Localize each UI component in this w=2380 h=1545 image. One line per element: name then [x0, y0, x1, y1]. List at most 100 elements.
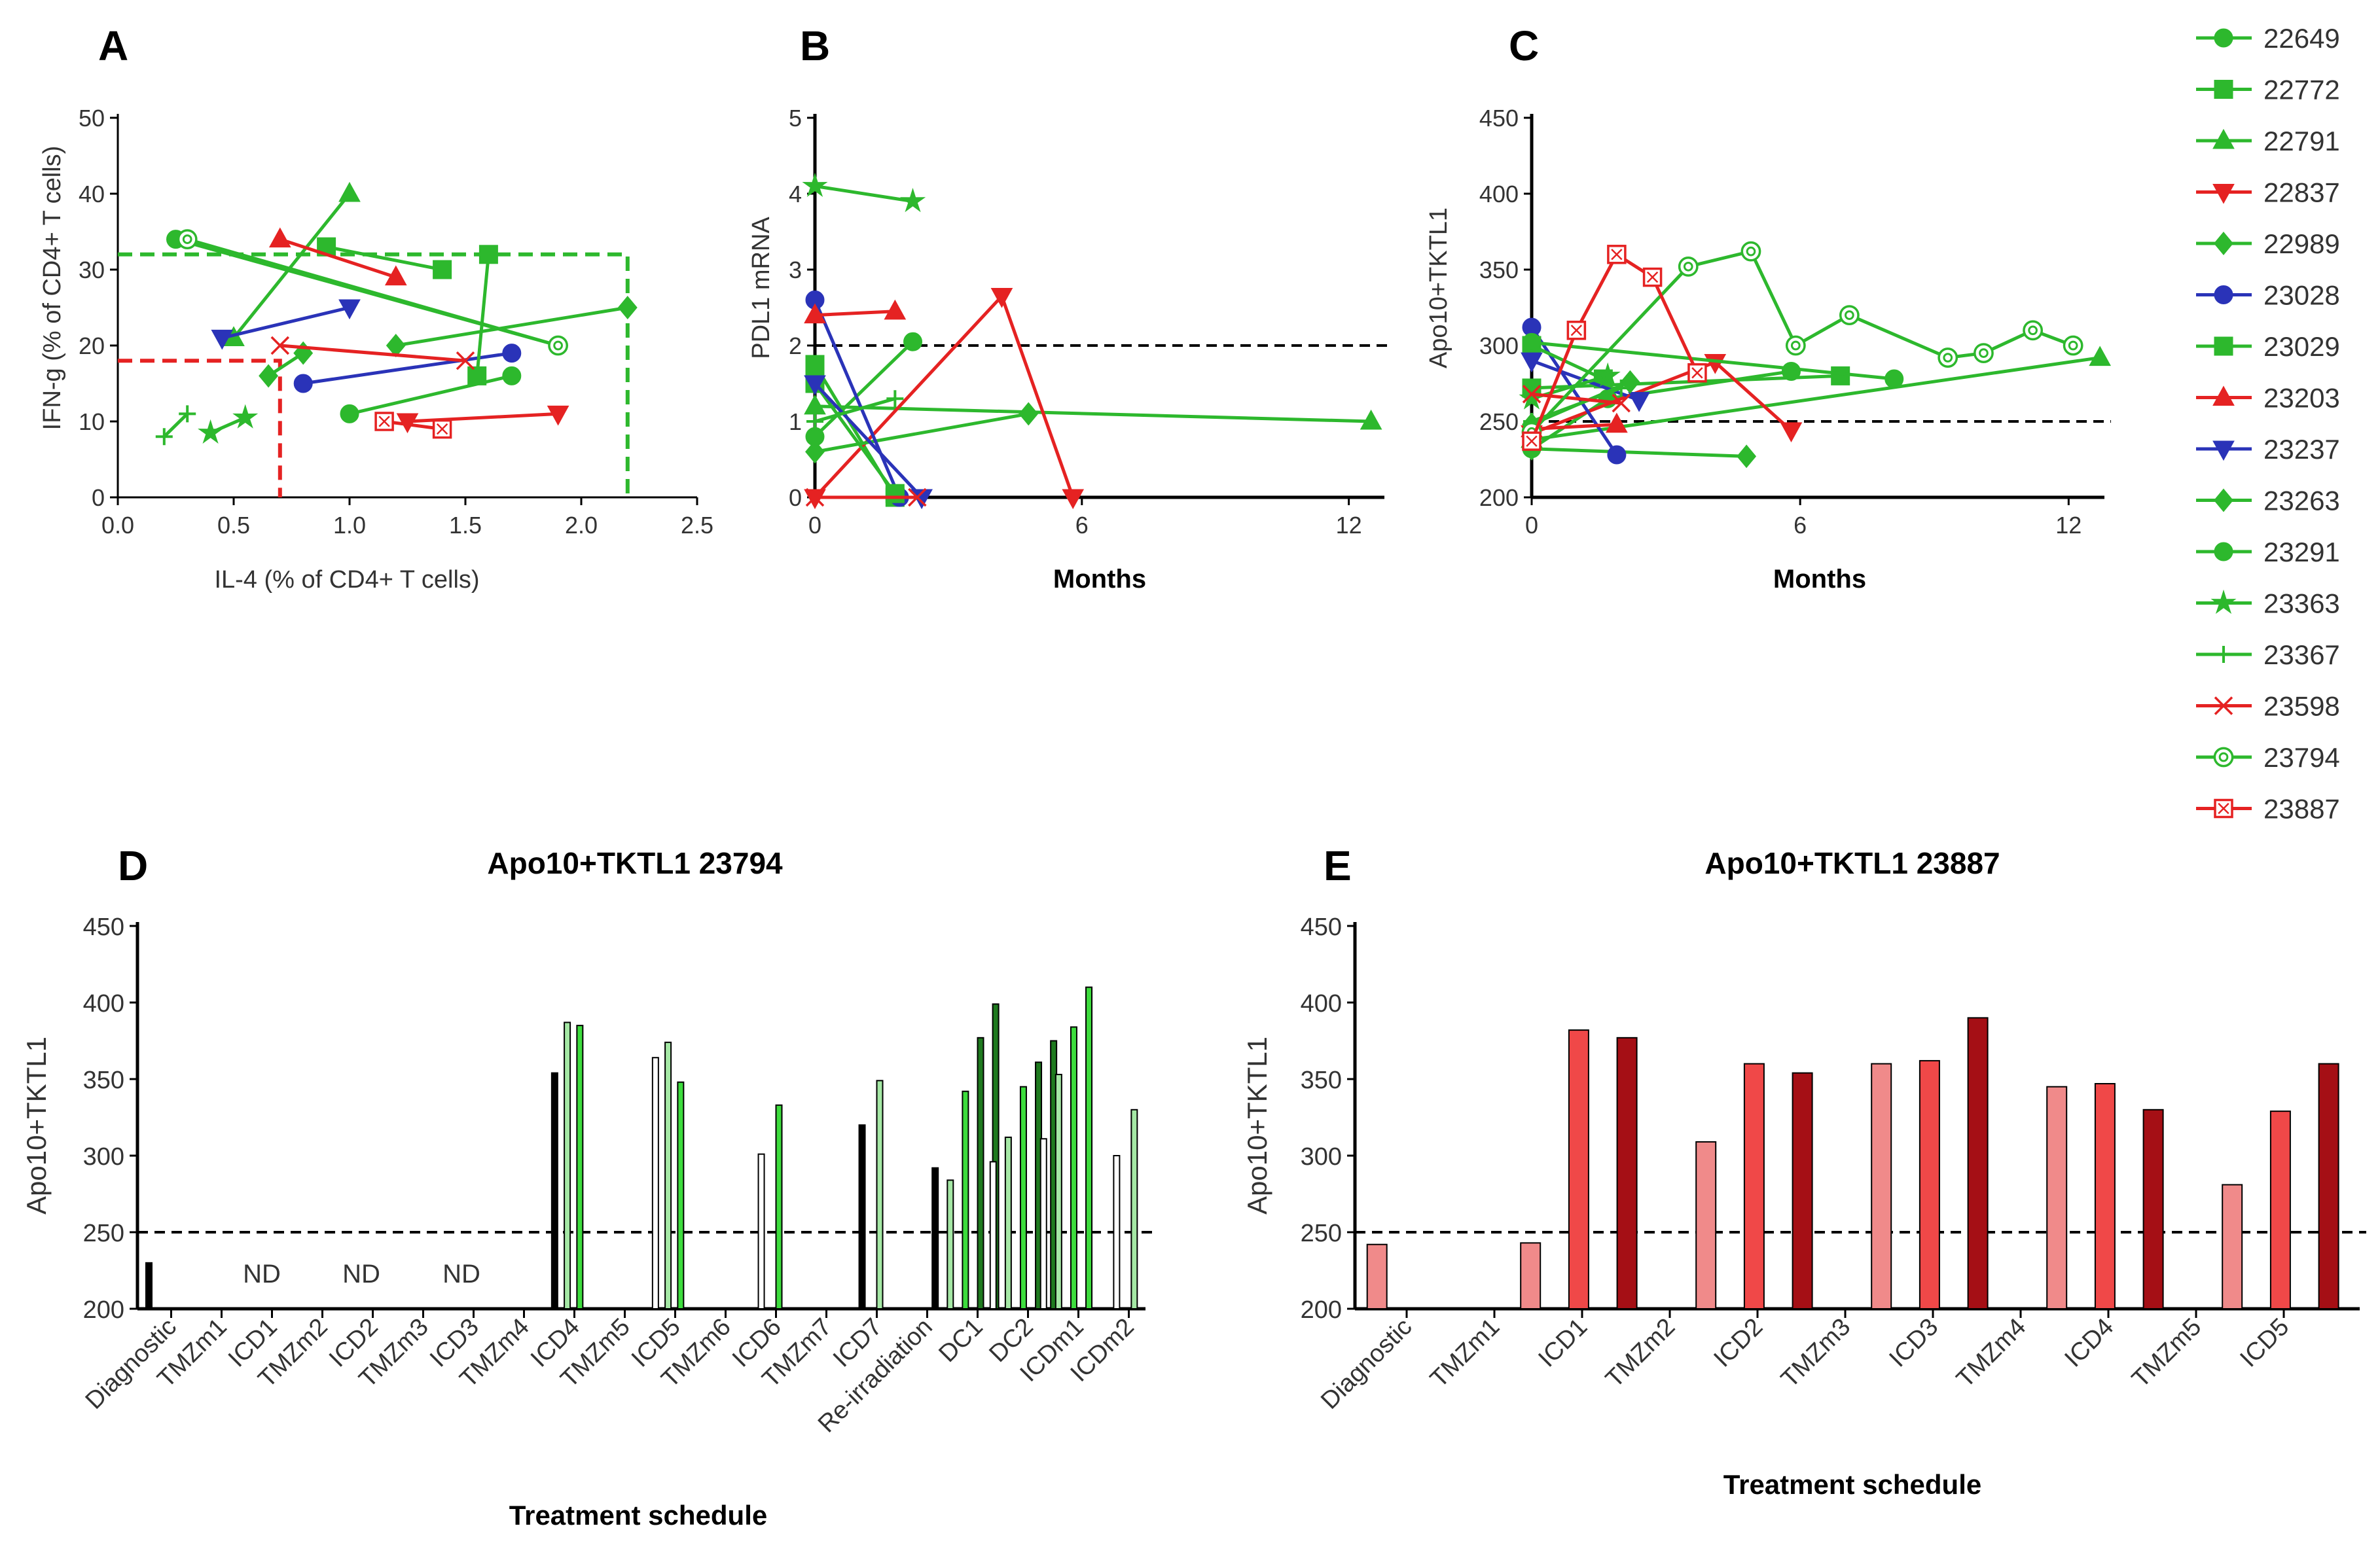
series-23363	[802, 172, 926, 213]
marker-box-cross	[1570, 325, 1583, 336]
data-point	[804, 303, 826, 324]
bar	[1743, 1063, 1765, 1309]
legend-swatch-marker	[2214, 488, 2233, 512]
category-label: TMZm5	[2127, 1313, 2207, 1393]
data-point	[433, 260, 452, 279]
legend-item-22649: 22649	[2196, 23, 2340, 54]
data-point	[467, 366, 487, 385]
data-point	[155, 428, 173, 446]
panel-c-xlabel: Months	[1773, 565, 1866, 594]
bar	[1366, 1243, 1388, 1309]
data-point	[1628, 391, 1650, 412]
series-line	[814, 404, 1371, 423]
data-point	[478, 245, 498, 264]
data-point	[547, 405, 569, 426]
data-point	[805, 440, 825, 464]
series-23367	[806, 390, 904, 430]
category-label: DC1	[933, 1313, 988, 1368]
legend-swatch-marker	[2214, 798, 2233, 819]
series-line	[407, 412, 558, 423]
data-point	[1839, 305, 1860, 326]
data-point	[1607, 445, 1627, 465]
legend-item-22772: 22772	[2196, 75, 2340, 105]
data-point	[548, 335, 568, 356]
legend-item-23887: 23887	[2196, 794, 2340, 825]
marker-ring-inner	[1790, 340, 1801, 351]
panel-e-ylabel: Apo10+TKTL1	[1242, 1037, 1272, 1215]
bar	[1695, 1141, 1717, 1309]
legend-label: 23794	[2263, 742, 2340, 773]
nd-label-icd1: ND	[243, 1260, 281, 1288]
y-tick-label: 50	[79, 105, 105, 132]
legend-item-23367: 23367	[2196, 639, 2340, 670]
series-line	[163, 412, 189, 438]
data-point	[884, 299, 907, 320]
series-22837	[804, 288, 1085, 510]
panel-d-xlabel: Treatment schedule	[509, 1500, 767, 1531]
marker-box-cross	[378, 416, 390, 427]
x-tick-label: 12	[2055, 512, 2082, 539]
bar	[664, 1041, 672, 1309]
y-tick-label: 450	[1479, 105, 1519, 132]
y-tick-label: 20	[79, 332, 105, 359]
series-line	[395, 306, 628, 347]
y-tick-label: 10	[79, 408, 105, 435]
data-point	[211, 329, 234, 350]
panel-b-xlabel: Months	[1053, 565, 1146, 594]
marker-ring-inner	[2028, 325, 2038, 336]
bar	[858, 1124, 866, 1309]
bar	[962, 1090, 969, 1309]
data-point	[1522, 431, 1542, 451]
series-23794	[1521, 241, 2083, 442]
series-23028	[293, 344, 522, 393]
bar	[1039, 1138, 1047, 1309]
bar	[757, 1153, 765, 1310]
marker-ring-outer	[548, 335, 568, 356]
series-line	[1531, 392, 1621, 405]
data-point	[802, 172, 828, 197]
x-tick-label: 12	[1336, 512, 1362, 539]
category-label: ICD4	[2059, 1313, 2119, 1373]
series-line	[1531, 340, 1894, 381]
legend-label: 23367	[2263, 639, 2340, 670]
legend-label: 22989	[2263, 228, 2340, 259]
series-23794	[177, 229, 568, 356]
bar	[2142, 1109, 2164, 1310]
data-point	[1831, 366, 1850, 385]
panel-letter-d: D	[118, 842, 148, 889]
x-tick-label: 0	[1525, 512, 1538, 539]
bar	[2222, 1184, 2243, 1309]
x-tick-label: 6	[1794, 512, 1807, 539]
legend-item-22791: 22791	[2196, 126, 2340, 156]
series-23237	[804, 375, 933, 510]
data-point	[2023, 320, 2044, 341]
marker-ring-outer	[1974, 343, 1994, 363]
y-tick-label: 300	[83, 1143, 124, 1171]
data-point	[232, 404, 259, 429]
data-point	[1642, 267, 1663, 287]
legend-item-23029: 23029	[2196, 331, 2340, 362]
series-line	[221, 306, 350, 340]
y-tick-label: 5	[789, 105, 802, 132]
legend-swatch-marker	[2212, 440, 2235, 461]
bar	[1919, 1059, 1940, 1310]
series-23028	[1522, 317, 1627, 465]
series-line	[814, 293, 1075, 499]
category-label: ICD5	[2235, 1313, 2294, 1373]
bar	[1055, 1073, 1062, 1309]
legend-swatch-marker	[2214, 80, 2233, 99]
legend-item-22837: 22837	[2196, 177, 2340, 208]
y-tick-label: 200	[83, 1296, 124, 1324]
y-tick-label: 2	[789, 332, 802, 359]
category-label: TMZm2	[1600, 1313, 1680, 1393]
legend-item-23291: 23291	[2196, 537, 2340, 567]
series-line	[814, 412, 1029, 453]
legend-item-23263: 23263	[2196, 486, 2340, 516]
y-tick-label: 1	[789, 408, 802, 435]
bar	[989, 1161, 997, 1309]
series-line	[279, 238, 397, 279]
data-point	[1620, 370, 1640, 394]
